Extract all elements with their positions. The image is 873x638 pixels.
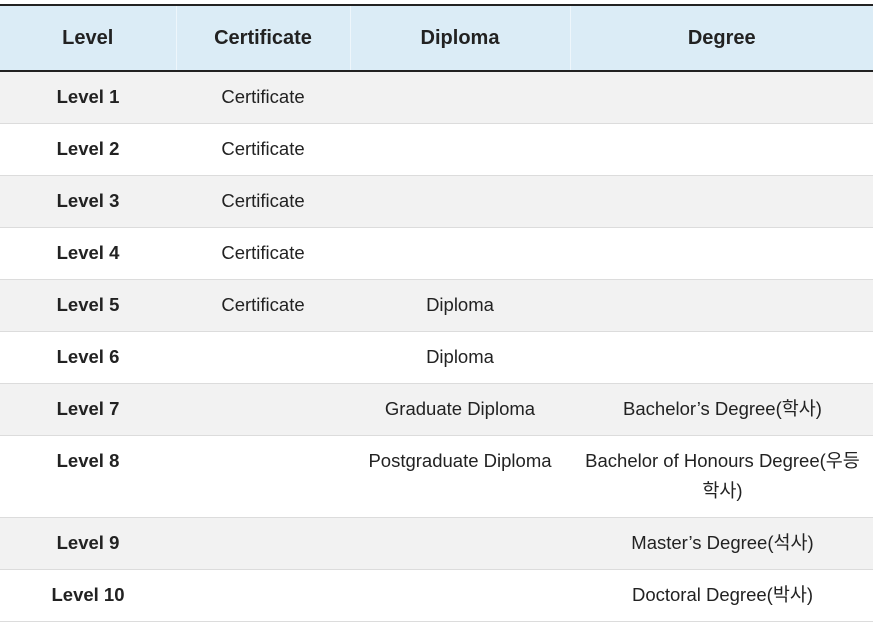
table-row: Level 5 Certificate Diploma [0,279,873,332]
certificate-cell: Certificate [176,175,350,228]
level-cell: Level 7 [0,383,176,436]
level-cell: Level 6 [0,331,176,384]
certificate-cell: Certificate [176,227,350,280]
degree-cell [570,123,873,176]
diploma-cell [350,569,570,622]
certificate-cell [176,517,350,570]
degree-cell: Bachelor of Honours Degree(우등 학사) [570,435,873,518]
table-row: Level 8 Postgraduate Diploma Bachelor of H… [0,435,873,518]
table-row: Level 6 Diploma [0,331,873,384]
header-degree: Degree [569,5,873,72]
table-row: Level 2 Certificate [0,123,873,176]
diploma-cell [350,175,570,228]
level-cell: Level 9 [0,517,176,570]
header-level: Level [0,5,176,72]
degree-cell [570,227,873,280]
diploma-cell: Postgraduate Diploma [350,435,570,518]
degree-cell [570,331,873,384]
level-cell: Level 3 [0,175,176,228]
diploma-cell [350,517,570,570]
diploma-cell [350,71,570,124]
certificate-cell [176,331,350,384]
table-row: Level 3 Certificate [0,175,873,228]
table-body: Level 1 Certificate Level 2 Certificate Leve… [0,71,873,622]
diploma-cell [350,227,570,280]
certificate-cell: Certificate [176,71,350,124]
level-cell: Level 2 [0,123,176,176]
level-cell: Level 5 [0,279,176,332]
header-diploma: Diploma [349,5,570,72]
certificate-cell [176,569,350,622]
certificate-cell: Certificate [176,279,350,332]
level-cell: Level 1 [0,71,176,124]
degree-cell [570,71,873,124]
header-row: Level Certificate Diploma Degree [0,5,873,72]
table-row: Level 10 Doctoral Degree(박사) [0,569,873,622]
header-certificate: Certificate [175,5,350,72]
diploma-cell: Diploma [350,331,570,384]
table-row: Level 7 Graduate Diploma Bachelor’s Degree… [0,383,873,436]
level-cell: Level 8 [0,435,176,518]
level-cell: Level 10 [0,569,176,622]
certificate-cell [176,383,350,436]
nzqf-levels-table: Level Certificate Diploma Degree Level 1… [0,4,873,622]
degree-cell: Bachelor’s Degree(학사) [570,383,873,436]
certificate-cell [176,435,350,518]
degree-cell [570,279,873,332]
certificate-cell: Certificate [176,123,350,176]
degree-cell: Doctoral Degree(박사) [570,569,873,622]
diploma-cell: Diploma [350,279,570,332]
table-row: Level 1 Certificate [0,71,873,124]
table-header: Level Certificate Diploma Degree [0,5,873,72]
table-row: Level 4 Certificate [0,227,873,280]
degree-cell [570,175,873,228]
diploma-cell [350,123,570,176]
table-row: Level 9 Master’s Degree(석사) [0,517,873,570]
degree-cell: Master’s Degree(석사) [570,517,873,570]
level-cell: Level 4 [0,227,176,280]
diploma-cell: Graduate Diploma [350,383,570,436]
